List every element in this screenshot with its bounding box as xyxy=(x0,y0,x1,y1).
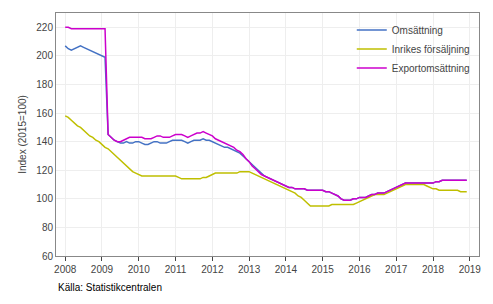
svg-text:Omsättning: Omsättning xyxy=(392,25,443,36)
svg-text:80: 80 xyxy=(42,222,54,233)
svg-text:200: 200 xyxy=(36,50,53,61)
svg-text:120: 120 xyxy=(36,165,53,176)
svg-text:2018: 2018 xyxy=(422,264,445,275)
svg-text:180: 180 xyxy=(36,79,53,90)
svg-text:140: 140 xyxy=(36,136,53,147)
svg-text:2013: 2013 xyxy=(238,264,261,275)
svg-text:2019: 2019 xyxy=(459,264,482,275)
svg-text:2015: 2015 xyxy=(312,264,335,275)
svg-text:2008: 2008 xyxy=(54,264,77,275)
svg-text:Källa: Statistikcentralen: Källa: Statistikcentralen xyxy=(58,282,162,293)
svg-text:2016: 2016 xyxy=(348,264,371,275)
svg-text:Exportomsättning: Exportomsättning xyxy=(392,63,470,74)
svg-text:2012: 2012 xyxy=(201,264,224,275)
svg-text:2014: 2014 xyxy=(275,264,298,275)
svg-text:Inrikes försäljning: Inrikes försäljning xyxy=(392,44,470,55)
svg-text:2011: 2011 xyxy=(165,264,187,275)
svg-text:160: 160 xyxy=(36,108,53,119)
svg-text:220: 220 xyxy=(36,22,53,33)
svg-text:2017: 2017 xyxy=(385,264,408,275)
svg-text:100: 100 xyxy=(36,193,53,204)
svg-text:60: 60 xyxy=(42,251,54,262)
svg-text:2010: 2010 xyxy=(128,264,151,275)
svg-text:Index (2015=100): Index (2015=100) xyxy=(17,95,28,174)
svg-text:2009: 2009 xyxy=(91,264,114,275)
